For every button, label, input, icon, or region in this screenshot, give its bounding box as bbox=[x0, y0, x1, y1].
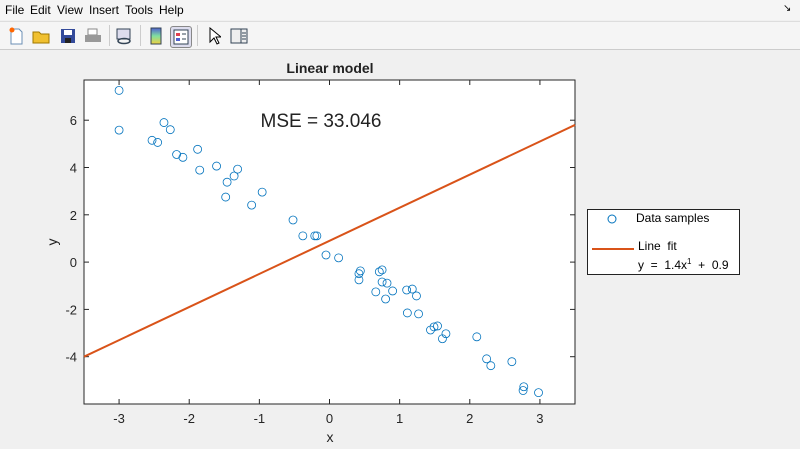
toolbar bbox=[0, 21, 800, 50]
legend[interactable]: Data samples Line fit y = 1.4x1 + 0.9 bbox=[587, 209, 740, 275]
colorbar-icon[interactable] bbox=[146, 26, 166, 46]
property-inspector-icon[interactable] bbox=[229, 26, 249, 46]
x-tick-label: -2 bbox=[183, 411, 195, 426]
mse-annotation: MSE = 33.046 bbox=[261, 111, 382, 132]
y-tick-label: -2 bbox=[65, 302, 77, 317]
data-point bbox=[193, 144, 203, 154]
equation-prefix: y = 1.4x bbox=[638, 258, 688, 272]
data-point bbox=[407, 284, 417, 294]
y-tick-label: 2 bbox=[70, 208, 77, 223]
data-point bbox=[334, 253, 344, 263]
x-tick-label: -1 bbox=[254, 411, 266, 426]
data-point bbox=[165, 125, 175, 135]
data-point bbox=[374, 267, 384, 277]
equation-exponent: 1 bbox=[687, 257, 692, 266]
data-point bbox=[178, 152, 188, 162]
data-point bbox=[221, 192, 231, 202]
axes-box bbox=[83, 79, 576, 405]
y-tick-label: 4 bbox=[70, 161, 77, 176]
menu-bar: File Edit View Insert Tools Help ↘ bbox=[0, 0, 800, 20]
data-point bbox=[402, 285, 412, 295]
fit-line bbox=[83, 124, 576, 358]
x-tick-label: 1 bbox=[396, 411, 403, 426]
legend-icon[interactable] bbox=[170, 26, 192, 48]
data-point bbox=[312, 231, 322, 241]
data-point bbox=[147, 135, 157, 145]
equation-suffix: + 0.9 bbox=[691, 258, 729, 272]
x-tick-label: 0 bbox=[326, 411, 333, 426]
data-point bbox=[229, 171, 239, 181]
data-point bbox=[114, 125, 124, 135]
dock-arrow-icon[interactable]: ↘ bbox=[783, 3, 792, 14]
pointer-icon[interactable] bbox=[204, 26, 224, 46]
data-point bbox=[257, 187, 267, 197]
menu-help[interactable]: Help bbox=[159, 3, 184, 17]
data-point bbox=[382, 278, 392, 288]
legend-marker-circle bbox=[607, 214, 617, 224]
data-point bbox=[114, 86, 124, 95]
x-tick-label: 3 bbox=[536, 411, 543, 426]
data-point bbox=[377, 265, 387, 275]
data-point bbox=[438, 334, 447, 344]
data-point bbox=[486, 361, 496, 371]
toolbar-separator bbox=[140, 25, 141, 46]
menu-insert[interactable]: Insert bbox=[89, 3, 120, 17]
data-point bbox=[247, 200, 257, 210]
data-point bbox=[433, 321, 442, 331]
y-tick-label: 6 bbox=[70, 113, 77, 128]
data-point bbox=[482, 354, 492, 364]
menu-view[interactable]: View bbox=[57, 3, 83, 17]
data-point bbox=[159, 118, 169, 127]
new-figure-icon[interactable] bbox=[6, 26, 26, 46]
data-point bbox=[429, 322, 439, 332]
data-point bbox=[321, 250, 331, 260]
data-point bbox=[412, 291, 421, 301]
toolbar-separator bbox=[109, 25, 110, 46]
data-point bbox=[354, 275, 364, 285]
menu-file[interactable]: File bbox=[5, 3, 25, 17]
data-point bbox=[310, 231, 320, 241]
y-tick-label: -4 bbox=[65, 350, 77, 365]
data-point bbox=[414, 309, 423, 319]
data-point bbox=[233, 164, 243, 174]
data-point bbox=[518, 386, 528, 395]
link-icon[interactable] bbox=[114, 26, 134, 46]
y-axis-label: y bbox=[44, 239, 60, 246]
data-point bbox=[371, 287, 381, 297]
x-tick-label: -3 bbox=[113, 411, 125, 426]
data-point bbox=[426, 325, 435, 335]
save-icon[interactable] bbox=[58, 26, 78, 46]
chart-title: Linear model bbox=[286, 60, 373, 76]
legend-data-samples: Data samples bbox=[636, 211, 710, 225]
open-icon[interactable] bbox=[31, 26, 51, 46]
data-point bbox=[381, 294, 391, 304]
legend-line-fit: Line fit bbox=[638, 239, 677, 253]
data-point bbox=[441, 329, 451, 339]
y-tick-label: 0 bbox=[70, 255, 77, 270]
data-point bbox=[355, 266, 365, 276]
x-axis-label: x bbox=[327, 429, 334, 445]
data-point bbox=[212, 161, 221, 171]
data-point bbox=[519, 382, 529, 392]
data-point bbox=[153, 138, 163, 147]
legend-equation: y = 1.4x1 + 0.9 bbox=[638, 257, 729, 272]
data-point bbox=[388, 286, 398, 296]
data-point bbox=[172, 150, 181, 159]
data-point bbox=[195, 165, 205, 175]
print-icon[interactable] bbox=[83, 26, 103, 46]
x-tick-label: 2 bbox=[466, 411, 473, 426]
data-point bbox=[298, 231, 308, 241]
data-point bbox=[377, 277, 387, 287]
data-point bbox=[222, 177, 232, 187]
toolbar-separator bbox=[197, 25, 198, 46]
data-point bbox=[402, 308, 412, 318]
menu-tools[interactable]: Tools bbox=[125, 3, 154, 17]
data-point bbox=[472, 332, 482, 342]
data-point bbox=[288, 215, 298, 225]
data-point bbox=[534, 388, 543, 398]
menu-edit[interactable]: Edit bbox=[30, 3, 51, 17]
data-point bbox=[507, 357, 517, 367]
